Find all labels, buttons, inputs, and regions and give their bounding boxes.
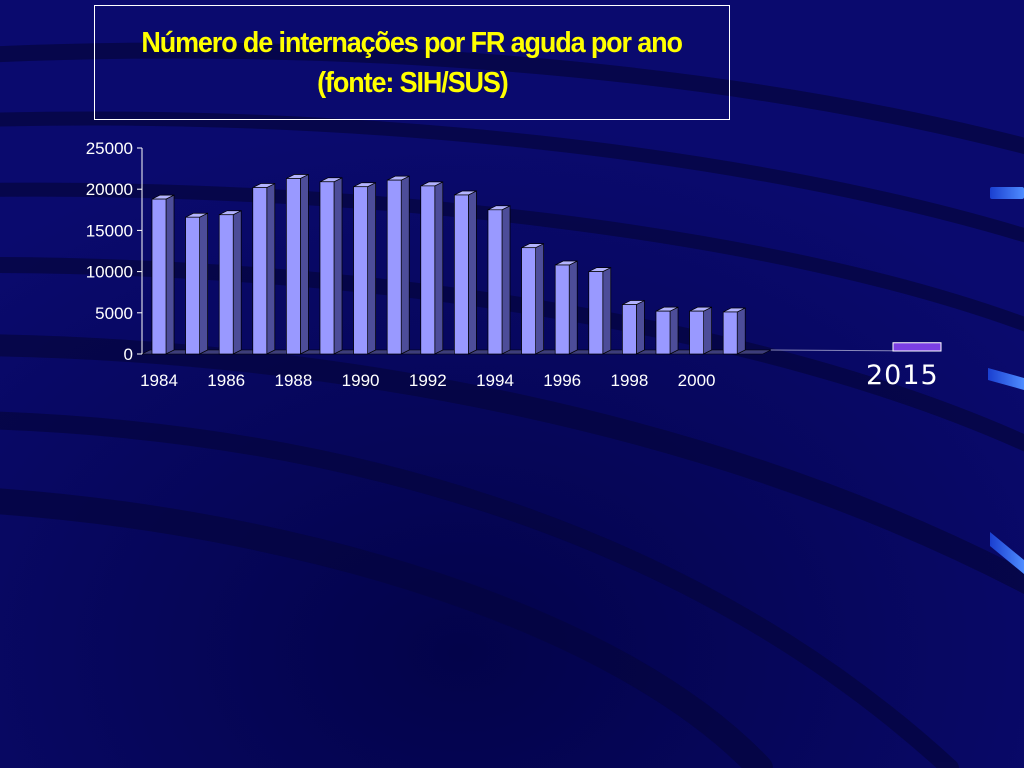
- x-tick-label: 1994: [476, 371, 514, 390]
- extra-bar-2015: [892, 342, 942, 352]
- bar: [454, 190, 477, 355]
- y-tick-label: 25000: [86, 139, 133, 158]
- bar: [689, 306, 712, 355]
- bar: [554, 260, 578, 355]
- bar: [185, 212, 208, 355]
- y-tick-label: 0: [124, 345, 133, 364]
- decorative-side-tabs: [988, 187, 1024, 574]
- bar: [151, 194, 175, 355]
- x-tick-label: 2000: [678, 371, 716, 390]
- bar: [722, 307, 746, 355]
- y-tick-label: 10000: [86, 263, 133, 282]
- x-tick-label: 1996: [543, 371, 581, 390]
- bar-series: [151, 173, 746, 355]
- bar: [655, 306, 679, 355]
- bar: [521, 243, 544, 355]
- x-tick-label: 1988: [274, 371, 312, 390]
- x-axis-labels: 1984 1986 1988 1990 1992 1994 1996 1998 2000: [140, 371, 715, 390]
- chart-title-line-1: Número de internações por FR aguda por a…: [141, 26, 684, 59]
- x-tick-label: 1998: [610, 371, 648, 390]
- extra-bar-label: 2015: [866, 360, 939, 391]
- extra-bar-group: [892, 342, 942, 352]
- bar: [286, 173, 309, 355]
- bar: [622, 299, 645, 355]
- bar: [353, 182, 376, 355]
- bar: [218, 210, 242, 355]
- bar: [319, 177, 343, 355]
- x-tick-label: 1990: [342, 371, 380, 390]
- x-tick-label: 1984: [140, 371, 178, 390]
- bar: [420, 181, 444, 355]
- bar: [487, 205, 511, 355]
- y-tick-label: 20000: [86, 180, 133, 199]
- chart-title-box: Número de internações por FR aguda por a…: [94, 5, 730, 120]
- y-axis: 0 5000 10000 15000 20000 25000: [86, 139, 143, 364]
- chart-title-line-2: (fonte: SIH/SUS): [316, 66, 509, 99]
- bar: [252, 182, 276, 355]
- bar: [588, 267, 612, 355]
- x-tick-label: 1986: [207, 371, 245, 390]
- bar: [386, 175, 410, 355]
- y-tick-label: 5000: [95, 304, 133, 323]
- x-tick-label: 1992: [409, 371, 447, 390]
- y-tick-label: 15000: [86, 221, 133, 240]
